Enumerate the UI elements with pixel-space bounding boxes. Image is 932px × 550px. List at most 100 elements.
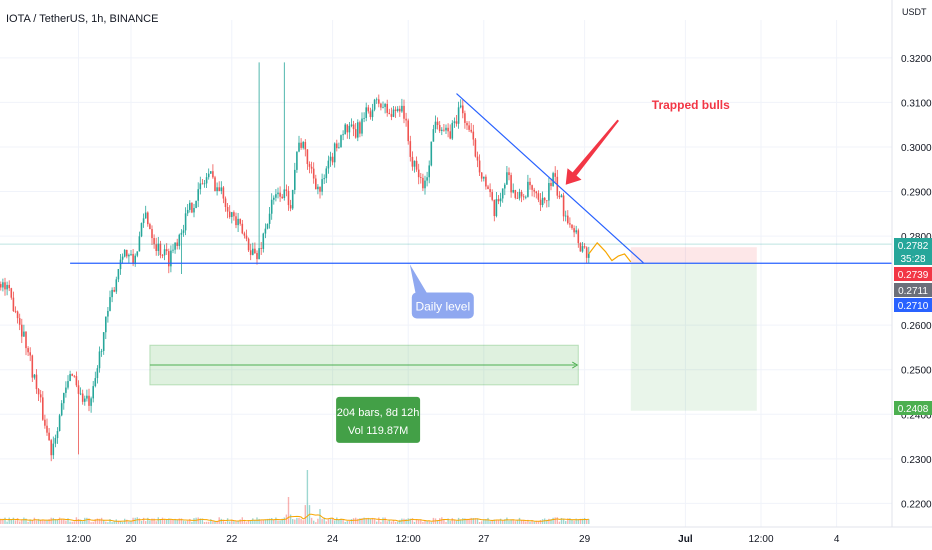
candle-body[interactable] <box>363 117 365 119</box>
candle-body[interactable] <box>10 288 13 298</box>
candle-body[interactable] <box>102 332 105 351</box>
candle-body[interactable] <box>12 297 15 312</box>
candle-body[interactable] <box>407 120 409 142</box>
candle-body[interactable] <box>121 256 124 260</box>
candle-body[interactable] <box>390 114 393 117</box>
candle-body[interactable] <box>90 398 92 406</box>
candle-body[interactable] <box>126 249 128 257</box>
candle-body[interactable] <box>522 196 525 198</box>
candle-body[interactable] <box>113 289 115 292</box>
candle-body[interactable] <box>396 108 399 111</box>
candle-body[interactable] <box>6 284 8 290</box>
candle-body[interactable] <box>216 187 218 192</box>
candle-body[interactable] <box>8 284 10 289</box>
candle-body[interactable] <box>459 105 462 108</box>
candle-body[interactable] <box>340 135 342 148</box>
candle-body[interactable] <box>285 189 288 191</box>
candle-body[interactable] <box>207 173 210 178</box>
candle-body[interactable] <box>516 197 519 199</box>
candle-body[interactable] <box>184 213 187 231</box>
candle-body[interactable] <box>382 106 384 108</box>
candle-body[interactable] <box>417 169 420 178</box>
candle-body[interactable] <box>0 284 2 288</box>
candle-body[interactable] <box>247 238 250 251</box>
candle-body[interactable] <box>447 127 449 132</box>
candle-body[interactable] <box>174 242 176 250</box>
candle-body[interactable] <box>29 352 31 356</box>
candle-body[interactable] <box>56 431 59 439</box>
candle-body[interactable] <box>275 194 277 198</box>
candle-body[interactable] <box>487 186 489 190</box>
candle-body[interactable] <box>579 243 582 252</box>
candle-body[interactable] <box>199 183 202 190</box>
candle-body[interactable] <box>336 143 338 149</box>
candle-body[interactable] <box>245 235 248 239</box>
candle-body[interactable] <box>537 193 540 200</box>
candle-body[interactable] <box>119 259 122 270</box>
stop-zone[interactable] <box>630 247 757 264</box>
candle-body[interactable] <box>375 99 378 101</box>
candle-body[interactable] <box>525 196 527 198</box>
candle-body[interactable] <box>430 141 433 166</box>
candle-body[interactable] <box>268 213 271 224</box>
candle-body[interactable] <box>308 164 311 167</box>
candle-body[interactable] <box>329 156 332 161</box>
candle-body[interactable] <box>220 187 223 192</box>
candle-body[interactable] <box>258 248 260 260</box>
candle-body[interactable] <box>37 389 40 395</box>
candle-body[interactable] <box>130 253 132 255</box>
candle-body[interactable] <box>588 253 590 258</box>
candle-body[interactable] <box>432 129 435 142</box>
candle-body[interactable] <box>54 438 57 444</box>
candle-body[interactable] <box>33 374 36 378</box>
candle-body[interactable] <box>342 134 344 136</box>
candle-body[interactable] <box>457 107 460 124</box>
candle-body[interactable] <box>403 105 405 119</box>
candle-body[interactable] <box>31 355 34 378</box>
candle-body[interactable] <box>50 440 52 456</box>
candle-body[interactable] <box>428 165 430 178</box>
candle-body[interactable] <box>96 368 99 379</box>
candle-body[interactable] <box>172 249 174 251</box>
candle-body[interactable] <box>289 205 292 209</box>
candle-body[interactable] <box>239 218 241 224</box>
candle-body[interactable] <box>21 324 23 337</box>
candle-body[interactable] <box>378 99 380 104</box>
candle-body[interactable] <box>210 171 212 174</box>
candle-body[interactable] <box>73 375 76 377</box>
candle-body[interactable] <box>203 183 206 185</box>
candle-body[interactable] <box>287 190 290 206</box>
candle-body[interactable] <box>132 253 134 265</box>
candle-body[interactable] <box>270 199 273 214</box>
candle-body[interactable] <box>25 331 27 349</box>
candle-body[interactable] <box>155 244 157 251</box>
candle-body[interactable] <box>512 189 514 193</box>
candle-body[interactable] <box>583 246 586 248</box>
candle-body[interactable] <box>243 233 246 236</box>
candle-body[interactable] <box>134 255 136 265</box>
candle-body[interactable] <box>373 99 376 110</box>
candle-body[interactable] <box>69 374 71 382</box>
candle-body[interactable] <box>546 200 548 202</box>
candle-body[interactable] <box>291 189 294 209</box>
candle-body[interactable] <box>63 392 65 404</box>
candle-body[interactable] <box>214 177 216 192</box>
candle-body[interactable] <box>39 394 42 398</box>
candle-body[interactable] <box>327 160 330 169</box>
candle-body[interactable] <box>321 179 323 192</box>
candle-body[interactable] <box>350 124 353 126</box>
candle-body[interactable] <box>550 183 552 187</box>
candle-body[interactable] <box>573 228 575 233</box>
candle-body[interactable] <box>249 250 252 255</box>
candle-body[interactable] <box>352 124 355 130</box>
candle-body[interactable] <box>180 232 183 235</box>
candle-body[interactable] <box>262 233 265 249</box>
candle-body[interactable] <box>304 142 307 150</box>
candle-body[interactable] <box>411 156 414 167</box>
candle-body[interactable] <box>170 250 172 267</box>
candle-body[interactable] <box>325 168 328 179</box>
candle-body[interactable] <box>575 230 577 233</box>
candle-body[interactable] <box>147 212 149 225</box>
candle-body[interactable] <box>178 234 181 246</box>
